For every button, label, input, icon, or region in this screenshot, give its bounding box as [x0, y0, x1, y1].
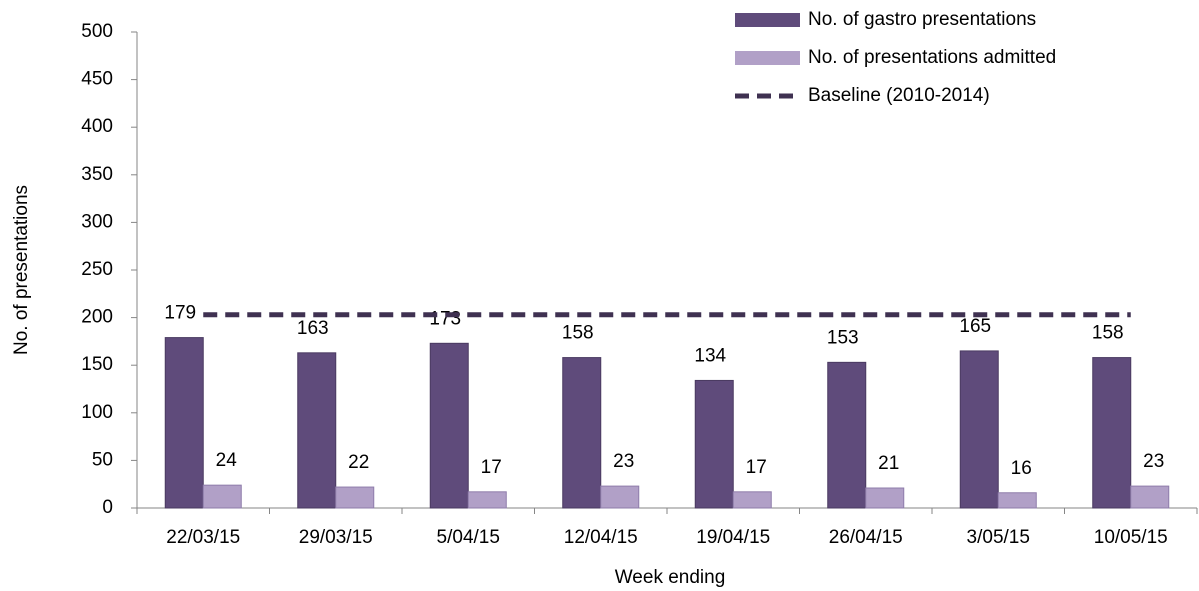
bar — [600, 485, 640, 509]
data-label: 165 — [959, 316, 991, 337]
bar — [827, 361, 867, 509]
data-label: 16 — [1011, 458, 1032, 479]
data-label: 21 — [878, 453, 899, 474]
data-label: 22 — [348, 452, 369, 473]
y-tick-label: 400 — [81, 116, 113, 137]
data-label: 134 — [694, 345, 726, 366]
data-label: 179 — [164, 303, 196, 324]
data-label: 163 — [297, 318, 329, 339]
data-label: 153 — [827, 327, 859, 348]
bar — [562, 357, 602, 509]
bar — [467, 491, 507, 509]
bar — [297, 352, 337, 509]
x-tick-label: 22/03/15 — [166, 527, 240, 548]
data-label: 158 — [1092, 323, 1124, 344]
x-tick-label: 3/05/15 — [967, 527, 1030, 548]
bar — [429, 342, 469, 509]
y-tick-label: 500 — [81, 21, 113, 42]
legend-label: No. of presentations admitted — [808, 47, 1056, 68]
y-tick-label: 450 — [81, 69, 113, 90]
bar — [164, 337, 204, 509]
data-label: 23 — [1143, 451, 1164, 472]
x-tick-label: 10/05/15 — [1094, 527, 1168, 548]
y-tick-label: 150 — [81, 354, 113, 375]
y-tick-label: 100 — [81, 402, 113, 423]
y-tick-label: 0 — [102, 497, 113, 518]
bar — [959, 350, 999, 509]
y-tick-label: 300 — [81, 211, 113, 232]
data-label: 158 — [562, 323, 594, 344]
bar — [1092, 357, 1132, 509]
y-tick-label: 200 — [81, 307, 113, 328]
bar — [335, 486, 375, 509]
y-axis-title: No. of presentations — [11, 185, 32, 355]
data-label: 17 — [746, 457, 767, 478]
data-label: 24 — [216, 450, 238, 471]
legend-swatch — [735, 51, 800, 65]
legend-label: No. of gastro presentations — [808, 9, 1036, 30]
bar — [732, 491, 772, 509]
x-tick-label: 26/04/15 — [829, 527, 903, 548]
x-axis-title: Week ending — [615, 567, 726, 588]
data-label: 173 — [429, 308, 461, 329]
legend-swatch — [735, 13, 800, 27]
bar — [202, 484, 242, 509]
x-tick-label: 29/03/15 — [299, 527, 373, 548]
bar — [997, 492, 1037, 509]
bar — [865, 487, 905, 509]
legend-label: Baseline (2010-2014) — [808, 85, 990, 106]
y-tick-label: 350 — [81, 164, 113, 185]
data-label: 17 — [481, 457, 502, 478]
x-tick-label: 12/04/15 — [564, 527, 638, 548]
bar — [1130, 485, 1170, 509]
bar — [694, 379, 734, 509]
y-tick-label: 50 — [92, 449, 113, 470]
y-tick-label: 250 — [81, 259, 113, 280]
x-tick-label: 19/04/15 — [696, 527, 770, 548]
data-label: 23 — [613, 451, 634, 472]
x-tick-label: 5/04/15 — [437, 527, 500, 548]
